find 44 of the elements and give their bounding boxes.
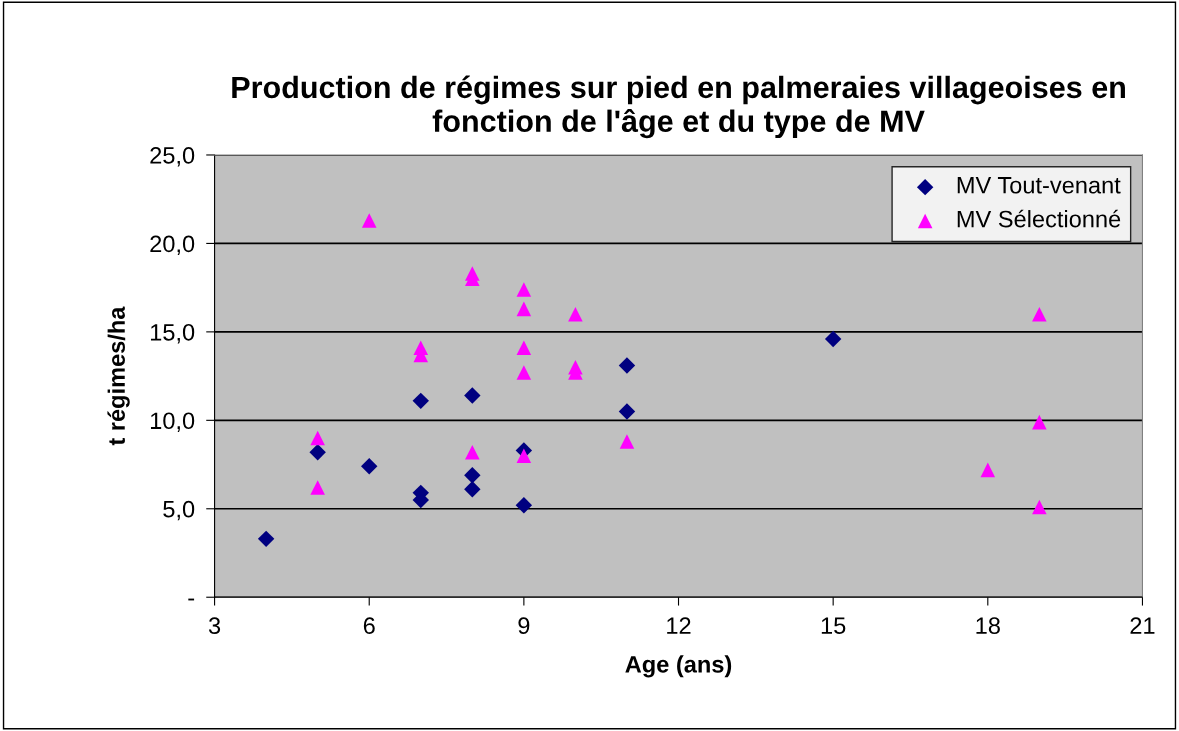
point xyxy=(516,282,532,297)
point xyxy=(515,497,533,514)
y-axis-title: t régimes/ha xyxy=(107,306,130,446)
point xyxy=(516,448,532,463)
point xyxy=(464,387,481,404)
x-tick-label: 21 xyxy=(1130,617,1155,634)
point xyxy=(361,213,377,228)
point xyxy=(310,480,325,495)
point xyxy=(412,392,429,410)
x-tick-label: 9 xyxy=(518,617,530,635)
y-tick-label: 10,0 xyxy=(150,412,195,432)
point xyxy=(618,357,636,374)
point xyxy=(1032,306,1047,322)
point xyxy=(310,430,325,446)
x-tick-label: 6 xyxy=(363,617,375,635)
legend-label: MV Tout-venant xyxy=(957,177,1121,194)
x-tick-label: 15 xyxy=(821,617,846,635)
point xyxy=(361,458,378,475)
legend-label: MV Sélectionné xyxy=(957,209,1121,228)
y-tick-label: 15,0 xyxy=(150,323,195,344)
point xyxy=(465,444,480,460)
y-tick-label: 20,0 xyxy=(150,235,195,255)
point xyxy=(1032,499,1047,515)
x-tick-label: 3 xyxy=(208,617,221,635)
chart-title: Production de régimes sur pied en palmeraies villageoises en fonction de l'âge et du type de MV xyxy=(232,75,1125,139)
point xyxy=(309,443,326,461)
x-tick-label: 18 xyxy=(976,617,1000,635)
point xyxy=(257,530,275,548)
point xyxy=(464,466,481,484)
x-tick-label: 12 xyxy=(667,617,691,634)
y-tick-label: 5,0 xyxy=(163,500,195,521)
point xyxy=(1032,414,1047,430)
point xyxy=(980,462,996,478)
point xyxy=(516,301,532,317)
point xyxy=(516,340,532,356)
point xyxy=(464,481,481,498)
point xyxy=(619,434,635,449)
point xyxy=(568,306,583,322)
y-tick-label: - xyxy=(188,598,195,601)
point xyxy=(618,403,636,420)
y-tick-label: 25,0 xyxy=(150,147,195,167)
x-axis-title: Age (ans) xyxy=(625,655,732,678)
point xyxy=(824,330,842,348)
point xyxy=(516,365,532,380)
